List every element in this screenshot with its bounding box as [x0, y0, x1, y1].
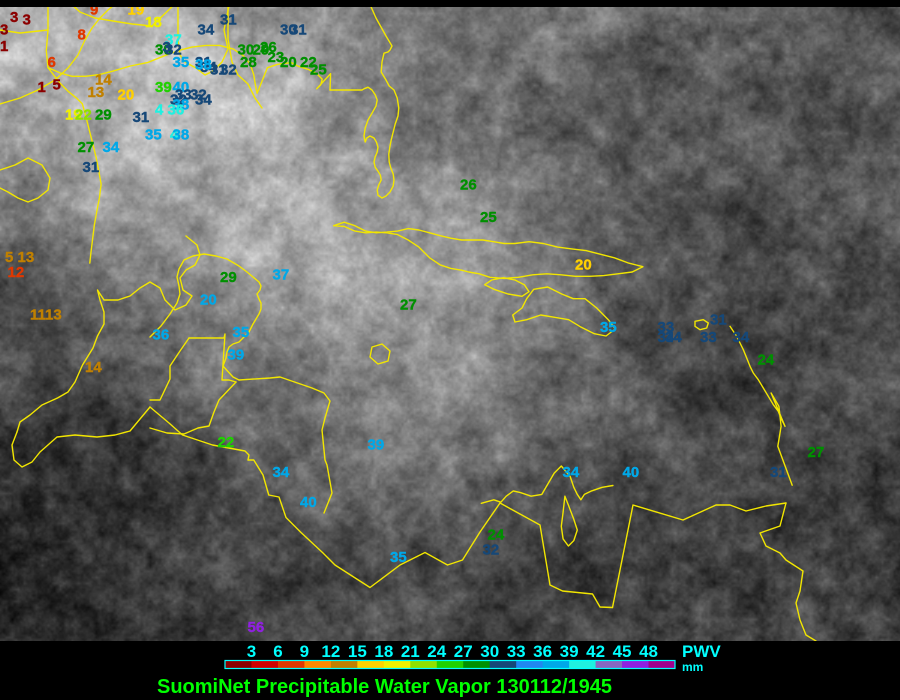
svg-text:9: 9	[90, 7, 98, 19]
svg-text:34: 34	[733, 329, 750, 346]
svg-text:30: 30	[480, 642, 499, 661]
svg-text:20: 20	[118, 87, 135, 104]
svg-text:31: 31	[710, 312, 727, 329]
svg-text:1: 1	[38, 79, 46, 96]
svg-text:20: 20	[575, 257, 592, 274]
svg-text:35: 35	[390, 549, 407, 566]
svg-text:34: 34	[563, 464, 580, 481]
svg-text:27: 27	[808, 444, 825, 461]
svg-text:25: 25	[480, 209, 497, 226]
svg-text:3: 3	[0, 22, 8, 39]
svg-text:24: 24	[758, 352, 775, 369]
svg-text:18: 18	[145, 14, 162, 31]
svg-text:24: 24	[427, 642, 446, 661]
svg-text:19: 19	[128, 7, 145, 19]
svg-text:3: 3	[247, 642, 256, 661]
svg-text:12: 12	[321, 642, 340, 661]
svg-text:6: 6	[273, 642, 282, 661]
svg-text:56: 56	[248, 619, 265, 636]
svg-text:20: 20	[200, 292, 217, 309]
svg-text:36: 36	[533, 642, 552, 661]
svg-text:3: 3	[10, 9, 18, 26]
svg-text:28: 28	[240, 54, 257, 71]
svg-text:31: 31	[133, 109, 150, 126]
svg-text:6: 6	[48, 54, 56, 71]
svg-text:9: 9	[300, 642, 309, 661]
svg-text:21: 21	[401, 642, 420, 661]
svg-text:26: 26	[460, 177, 477, 194]
svg-text:29: 29	[220, 269, 237, 286]
svg-text:32: 32	[220, 62, 237, 79]
svg-text:18: 18	[374, 642, 393, 661]
svg-text:mm: mm	[682, 660, 703, 674]
svg-text:27: 27	[400, 297, 417, 314]
svg-text:34: 34	[103, 139, 120, 156]
svg-text:PWV: PWV	[682, 642, 721, 661]
svg-text:SuomiNet Precipitable Water Va: SuomiNet Precipitable Water Vapor 130112…	[157, 676, 612, 698]
svg-text:5: 5	[53, 77, 61, 94]
svg-text:33: 33	[700, 329, 717, 346]
svg-text:27: 27	[78, 139, 95, 156]
svg-text:31: 31	[220, 12, 237, 29]
svg-text:4: 4	[155, 102, 164, 119]
svg-text:34: 34	[195, 92, 212, 109]
svg-text:40: 40	[300, 494, 317, 511]
svg-text:11: 11	[30, 307, 46, 324]
svg-text:35: 35	[600, 319, 617, 336]
svg-text:27: 27	[454, 642, 473, 661]
svg-text:25: 25	[310, 62, 327, 79]
svg-text:31: 31	[290, 22, 307, 39]
svg-text:12: 12	[8, 264, 25, 281]
svg-text:22: 22	[75, 107, 92, 124]
svg-text:35: 35	[145, 127, 162, 144]
svg-text:8: 8	[78, 27, 86, 44]
svg-text:31: 31	[83, 159, 100, 176]
svg-text:38: 38	[195, 57, 212, 74]
svg-text:34: 34	[273, 464, 290, 481]
svg-text:42: 42	[586, 642, 605, 661]
svg-text:37: 37	[273, 267, 290, 284]
svg-text:36: 36	[168, 102, 185, 119]
svg-text:29: 29	[95, 107, 112, 124]
svg-text:38: 38	[173, 127, 190, 144]
svg-text:39: 39	[368, 437, 385, 454]
svg-text:1: 1	[0, 38, 8, 55]
svg-text:35: 35	[173, 54, 190, 71]
svg-text:48: 48	[639, 642, 658, 661]
svg-text:3: 3	[23, 12, 31, 29]
svg-text:39: 39	[560, 642, 579, 661]
svg-text:15: 15	[348, 642, 367, 661]
svg-text:20: 20	[280, 54, 297, 71]
svg-text:32: 32	[483, 542, 500, 559]
svg-text:33: 33	[507, 642, 526, 661]
svg-text:34: 34	[665, 329, 682, 346]
svg-text:40: 40	[623, 464, 640, 481]
svg-text:34: 34	[198, 22, 215, 39]
svg-text:36: 36	[153, 327, 170, 344]
svg-text:35: 35	[233, 324, 250, 341]
svg-text:39: 39	[228, 347, 245, 364]
svg-text:3: 3	[163, 39, 171, 56]
svg-text:45: 45	[613, 642, 632, 661]
svg-text:14: 14	[85, 359, 102, 376]
svg-text:22: 22	[218, 434, 235, 451]
svg-text:13: 13	[88, 84, 105, 101]
svg-text:31: 31	[770, 464, 787, 481]
svg-text:13: 13	[45, 307, 62, 324]
